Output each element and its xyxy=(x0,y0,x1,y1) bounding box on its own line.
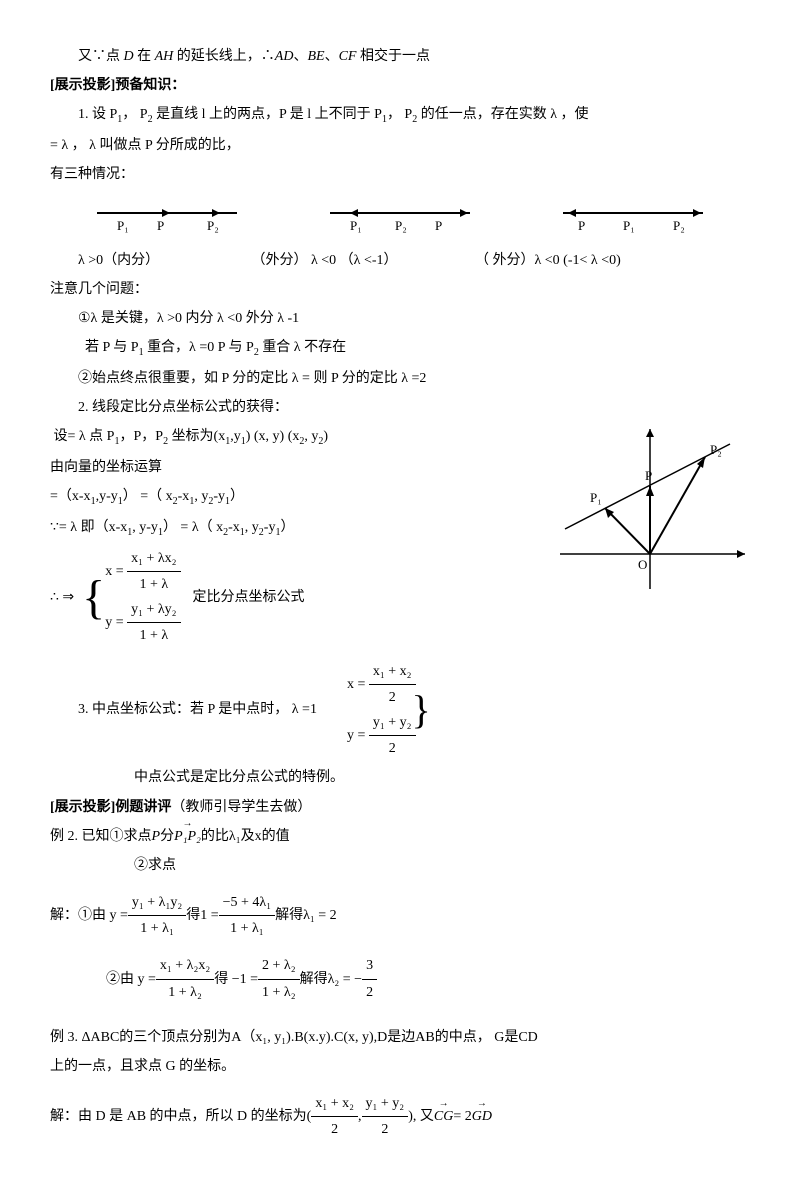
diagram-label: P₁ xyxy=(117,218,129,233)
diagram-label: P xyxy=(578,218,585,233)
diagram-label: P₂ xyxy=(673,218,685,233)
section-title-2: [展示投影]例题讲评（教师引导学生去做） xyxy=(50,795,750,820)
vector-graph: O P₁ P P₂ xyxy=(550,424,750,603)
diagram-label: P xyxy=(435,218,442,233)
example-2: 例 2. 已知①求点P分P₁P₂的比λ₁及x的值 xyxy=(50,824,750,849)
section-title-1: [展示投影]预备知识： xyxy=(50,73,750,98)
diagram-label: P₂ xyxy=(207,218,219,233)
formula-1: ∴ ⇒ { x = x₁ + λx₂1 + λ y = y₁ + λy₂1 + … xyxy=(50,546,530,649)
example-3-line2: 上的一点，且求点 G 的坐标。 xyxy=(50,1054,750,1079)
note-4: 2. 线段定比分点坐标公式的获得： xyxy=(50,395,750,420)
diagram-label: P xyxy=(157,218,164,233)
diagram-label: P₁ xyxy=(623,218,635,233)
solution-2: ②由 y = x₁ + λ₂x₂1 + λ₂ 得 −1 = 2 + λ₂1 + … xyxy=(50,953,750,1004)
svg-text:P₂: P₂ xyxy=(710,442,722,457)
note-1: ①λ 是关键，λ >0 内分 λ <0 外分 λ -1 xyxy=(50,306,750,331)
line-diagram-1: P₁ P P₂ xyxy=(87,198,247,238)
example-2-line2: ②求点 xyxy=(50,853,750,878)
svg-text:P: P xyxy=(645,468,652,483)
preamble-1: 1. 设 P1， P2 是直线 l 上的两点，P 是 l 上不同于 P1， P2… xyxy=(50,102,750,129)
line-diagrams-row: P₁ P P₂ P₁ P₂ P P P₁ P₂ xyxy=(50,198,750,238)
diagram-label: P₂ xyxy=(395,218,407,233)
line-diagram-3: P P₁ P₂ xyxy=(553,198,713,238)
svg-text:P₁: P₁ xyxy=(590,490,602,505)
svg-text:O: O xyxy=(638,557,647,572)
notes-title: 注意几个问题： xyxy=(50,277,750,302)
intro-line: 又∵点 D 在 AH 的延长线上，∴AD、BE、CF 相交于一点 xyxy=(50,44,750,69)
line-diagram-2: P₁ P₂ P xyxy=(320,198,480,238)
diagram-captions: λ >0（内分） （外分） λ <0 （λ <-1） （ 外分）λ <0 (-1… xyxy=(50,248,750,273)
preamble-3: 有三种情况： xyxy=(50,162,750,187)
brace-icon: { xyxy=(82,576,105,619)
example-3-line1: 例 3. ΔABC的三个顶点分别为A（x₁, y₁).B(x.y).C(x, y… xyxy=(50,1025,750,1050)
brace-icon: } xyxy=(412,674,431,746)
example-3-solution: 解：由 D 是 AB 的中点，所以 D 的坐标为( x₁ + x₂2 , y₁ … xyxy=(50,1091,750,1142)
midpoint-note: 中点公式是定比分点公式的特例。 xyxy=(50,765,750,790)
note-3: ②始点终点很重要，如 P 分的定比 λ = 则 P 分的定比 λ =2 xyxy=(50,366,750,391)
formula-2: 3. 中点坐标公式：若 P 是中点时， λ =1 x = x₁ + x₂2 y … xyxy=(50,659,750,762)
preamble-2: = λ ， λ 叫做点 P 分所成的比， xyxy=(50,133,750,158)
diagram-label: P₁ xyxy=(350,218,362,233)
solution-1: 解： ①由 y = y₁ + λ₁y₂1 + λ₁ 得1 = −5 + 4λ₁1… xyxy=(50,890,750,941)
note-2: 若 P 与 P1 重合，λ =0 P 与 P2 重合 λ 不存在 xyxy=(50,335,750,362)
